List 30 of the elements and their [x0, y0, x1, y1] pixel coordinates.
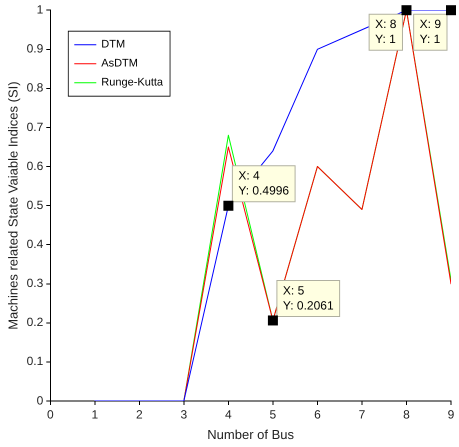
y-tick-label: 0.4	[26, 236, 44, 251]
x-tick-label: 8	[403, 408, 410, 422]
y-tick-label: 0.3	[26, 276, 44, 290]
y-tick-label: 0.6	[26, 158, 44, 173]
y-tick-label: 1	[36, 2, 44, 17]
annotation: X: 8 Y: 1	[375, 17, 397, 46]
y-tick-label: 0.2	[26, 315, 44, 330]
y-tick-label: 0.5	[26, 198, 44, 212]
y-tick-label: 0.9	[26, 42, 44, 56]
annotation: X: 4 Y: 0.4996	[238, 168, 290, 198]
annotation: X: 9 Y: 1	[420, 17, 442, 46]
legend-label: DTM	[101, 38, 126, 51]
y-tick-label: 0	[36, 393, 44, 408]
y-tick-label: 0.1	[26, 354, 44, 368]
x-tick-label: 1	[91, 408, 98, 422]
annotation: X: 5 Y: 0.2061	[282, 283, 334, 312]
x-tick-label: 4	[225, 408, 232, 422]
x-tick-label: 0	[46, 408, 54, 422]
x-tick-label: 6	[314, 408, 322, 422]
legend-label: Runge-Kutta	[101, 76, 164, 89]
y-tick-label: 0.7	[26, 120, 44, 134]
x-tick-label: 3	[180, 408, 188, 422]
x-tick-label: 2	[136, 408, 143, 422]
y-tick-label: 0.8	[26, 80, 44, 95]
x-axis-title: Number of Bus	[207, 426, 294, 442]
legend-label: AsDTM	[101, 58, 138, 70]
x-tick-label: 5	[270, 408, 277, 422]
x-tick-label: 9	[448, 408, 455, 422]
x-tick-label: 7	[358, 408, 366, 422]
y-axis-title: Machines related State Vaiable Indices (SI)	[5, 81, 20, 330]
